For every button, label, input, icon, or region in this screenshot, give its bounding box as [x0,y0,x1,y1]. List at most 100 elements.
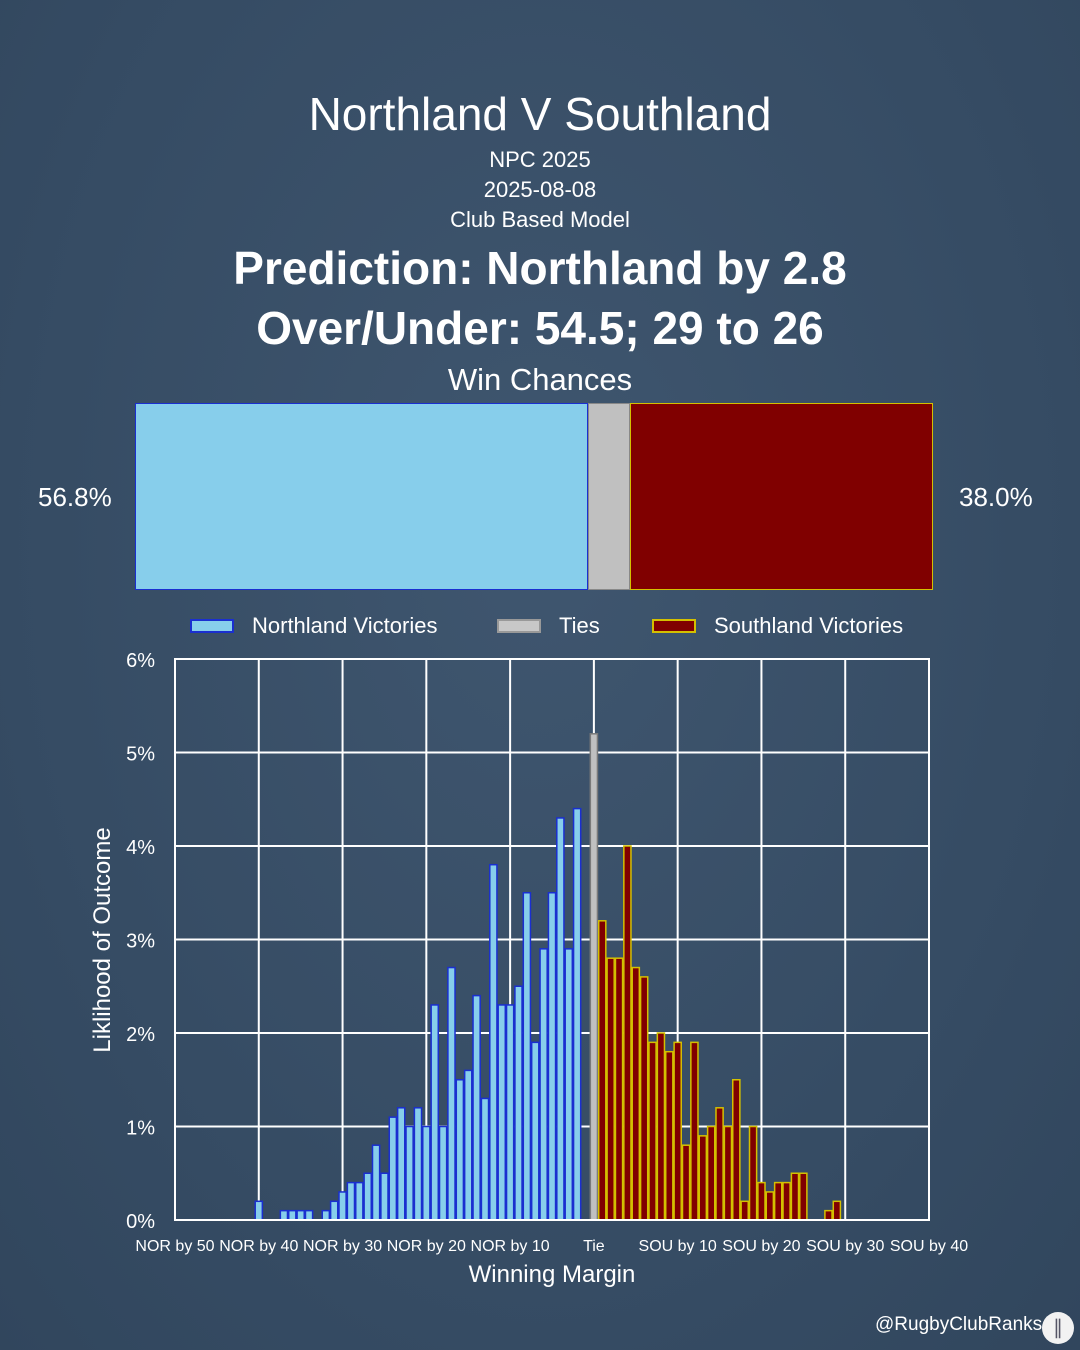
over-under-text: Over/Under: 54.5; 29 to 26 [256,302,824,354]
bar-northland [522,892,532,1221]
bar-southland [765,1191,775,1221]
bar-northland [430,1004,440,1221]
bar-southland [606,957,615,1221]
competition-label: NPC 2025 [489,147,591,172]
x-axis-label: Winning Margin [469,1261,636,1288]
away-win-percent: 38.0% [959,482,1033,512]
bar-northland [564,948,574,1221]
bar-southland [648,1041,657,1221]
x-tick-label: SOU by 10 [639,1238,717,1255]
bar-southland [681,1144,691,1221]
bar-northland [514,985,523,1221]
y-tick-label: 3% [126,931,155,953]
bar-southland [832,1200,842,1221]
x-tick-label: NOR by 10 [471,1238,550,1255]
bar-northland [338,1191,347,1221]
bar-northland [505,1004,515,1221]
bar-southland [656,1032,666,1221]
y-tick-label: 6% [126,650,155,672]
y-tick-label: 2% [126,1024,155,1046]
bar-northland [530,1041,540,1221]
x-tick-label: NOR by 50 [135,1238,214,1255]
bar-southland [597,920,607,1221]
x-tick-label: SOU by 20 [722,1238,800,1255]
margin-histogram: 0%1%2%3%4%5%6% NOR by 50 NOR by 40 NOR by … [89,650,968,1288]
bar-northland [480,1097,490,1221]
x-tick-label: SOU by 30 [806,1238,884,1255]
bar-southland [698,1135,708,1221]
bar-tie [589,733,599,1221]
bar-northland [355,1181,364,1221]
win-chances-title: Win Chances [447,362,633,397]
legend-label-ties: Ties [559,613,600,638]
x-tick-labels: NOR by 50 NOR by 40 NOR by 30 NOR by 20 NOR … [135,1238,968,1255]
x-tick-label: NOR by 30 [303,1238,382,1255]
bar-northland [572,807,582,1221]
bar-northland [388,1116,398,1221]
bar-southland [799,1172,808,1221]
bar-southland [614,957,624,1221]
bar-southland [623,845,632,1221]
bar-northland [463,1069,473,1221]
legend-item-home: Northland Victories [190,613,437,639]
bar-northland [447,966,456,1221]
legend-item-ties: Ties [497,613,600,639]
bar-northland [321,1209,331,1221]
bars [254,733,842,1221]
bar-northland [254,1200,264,1221]
bar-southland [639,976,649,1221]
legend-swatch-away [652,619,696,633]
bar-northland [396,1107,406,1221]
y-tick-label: 4% [126,837,155,859]
legend-label-home: Northland Victories [252,613,438,638]
x-tick-label: NOR by 40 [219,1238,298,1255]
bar-southland [673,1041,682,1221]
y-tick-label: 0% [126,1211,155,1233]
win-bar-home-segment [135,403,589,590]
plot-frame [174,658,930,1221]
bar-southland [773,1181,783,1221]
bar-northland [296,1209,305,1221]
bar-northland [556,817,565,1221]
y-tick-labels: 0% 1% 2% 3% 4% 5% 6% [126,650,155,1233]
x-tick-label: NOR by 20 [387,1238,466,1255]
home-win-percent: 56.8% [38,482,112,512]
y-axis-label: Liklihood of Outcome [89,827,116,1052]
bar-southland [732,1079,741,1221]
bar-southland [824,1209,833,1221]
bar-southland [690,1041,699,1221]
bar-northland [279,1209,289,1221]
bar-northland [547,892,557,1221]
y-tick-label: 5% [126,744,155,766]
bar-southland [740,1200,749,1221]
win-bar-away-segment [629,403,933,590]
bar-southland [757,1181,766,1221]
legend-label-away: Southland Victories [714,613,904,638]
bar-southland [631,966,641,1221]
bar-southland [790,1172,800,1221]
brand-logo-icon: ∥ [1042,1312,1074,1344]
bar-southland [748,1125,758,1221]
bar-northland [438,1125,448,1221]
bar-northland [405,1125,414,1221]
win-bar-tie-segment [588,403,630,590]
bar-southland [723,1125,733,1221]
bar-southland [706,1125,716,1221]
legend-swatch-home [190,619,234,633]
bar-northland [539,948,548,1221]
twitter-handle: @RugbyClubRanks [875,1314,1043,1335]
model-label: Club Based Model [450,207,630,232]
match-date: 2025-08-08 [483,177,597,202]
bar-northland [489,863,498,1221]
chart-title: Northland V Southland [308,88,772,140]
bar-northland [380,1172,389,1221]
bar-northland [329,1200,339,1221]
x-tick-label: SOU by 40 [890,1238,968,1255]
x-tick-label: Tie [583,1238,605,1255]
win-chances-bar [135,403,933,592]
bar-northland [287,1209,297,1221]
bar-northland [413,1107,423,1221]
prediction-text: Prediction: Northland by 2.8 [233,242,847,294]
bar-southland [782,1181,791,1221]
bar-northland [472,994,481,1221]
